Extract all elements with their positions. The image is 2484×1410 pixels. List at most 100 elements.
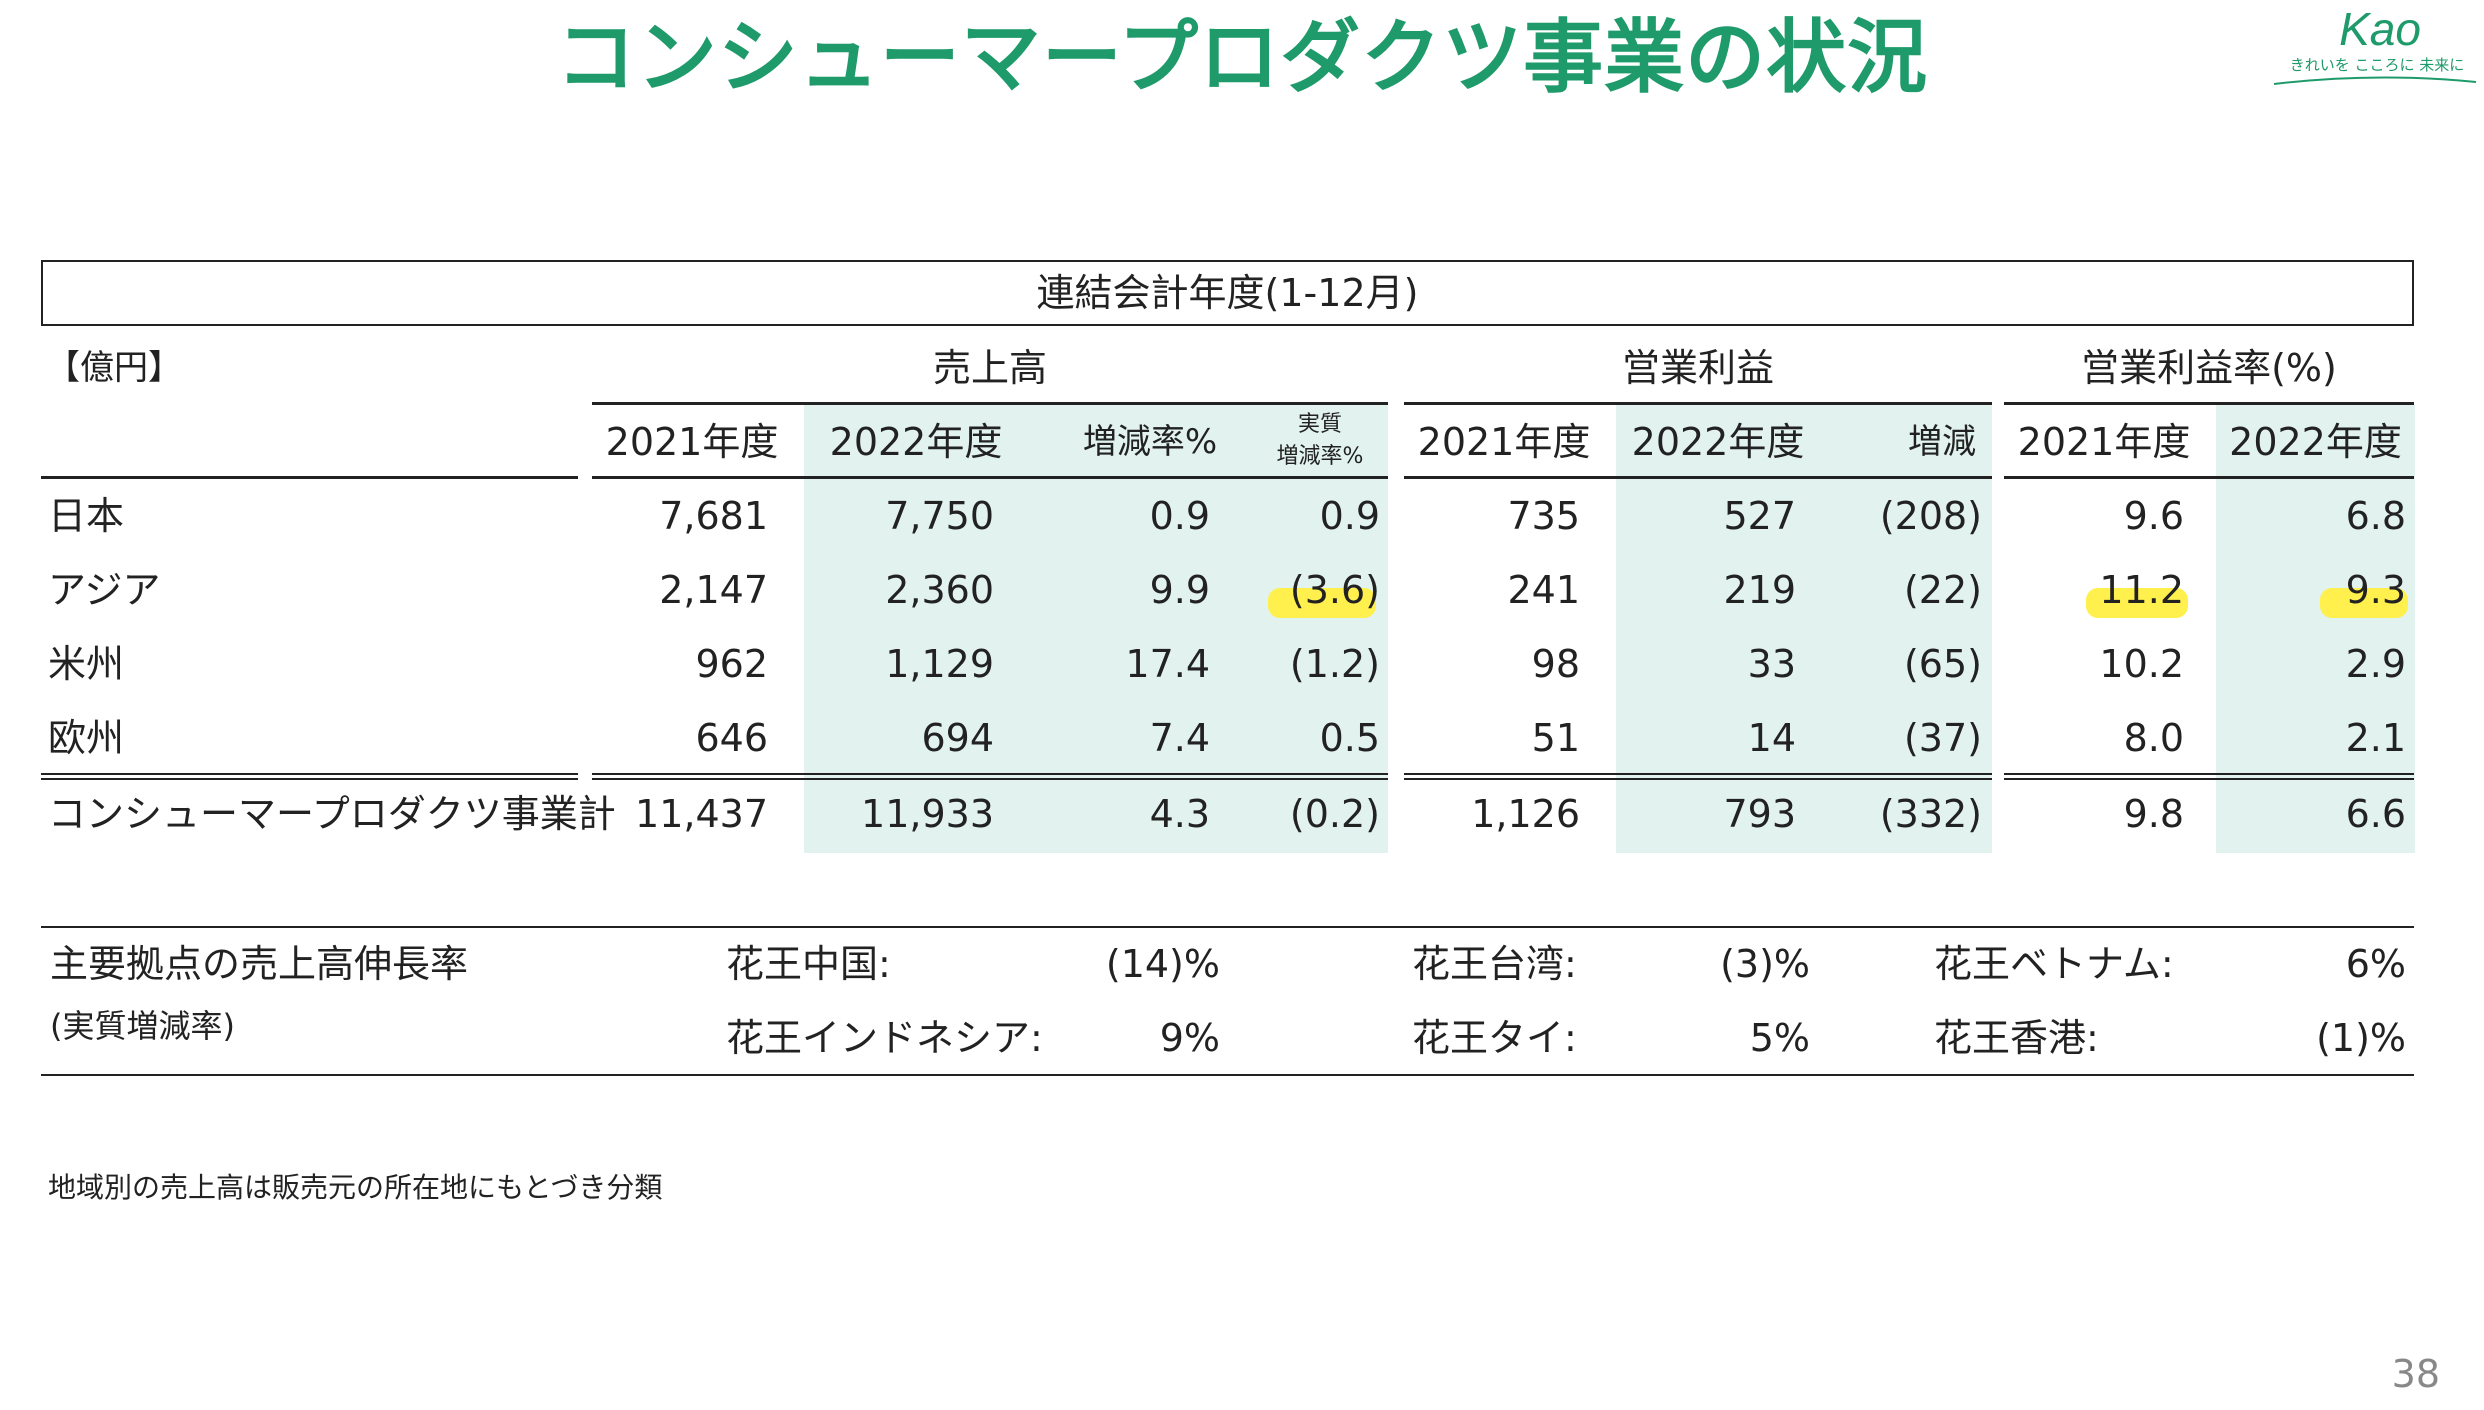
shade-op-2022 <box>1616 405 1992 853</box>
growth-label: 主要拠点の売上高伸長率 <box>50 942 469 986</box>
header-line-sales <box>592 476 1388 479</box>
logo-swoosh-icon <box>2273 76 2477 85</box>
row-japan-cell-6: (208) <box>1879 494 1982 538</box>
col-m2021: 2021年度 <box>2017 420 2191 464</box>
growth-value-indonesia: 9% <box>1159 1016 1220 1060</box>
row-asia-cell-3: (3.6) <box>1289 568 1380 612</box>
col-s2021: 2021年度 <box>605 420 779 464</box>
group-margin-line <box>2004 402 2414 405</box>
row-europe-cell-3: 0.5 <box>1319 716 1380 760</box>
growth-name-taiwan: 花王台湾: <box>1412 942 1577 986</box>
col-s-rate: 増減率% <box>1082 422 1218 462</box>
total-line-op <box>1404 773 1992 780</box>
growth-name-china: 花王中国: <box>726 942 891 986</box>
group-op-line <box>1404 402 1992 405</box>
total-row-cell-4: 1,126 <box>1471 792 1580 836</box>
col-s-real-2: 増減率% <box>1276 444 1364 469</box>
row-europe-cell-1: 694 <box>921 716 994 760</box>
growth-value-taiwan: (3)% <box>1720 942 1810 986</box>
growth-top-line <box>41 926 2414 928</box>
row-americas-cell-2: 17.4 <box>1125 642 1210 686</box>
row-europe-cell-0: 646 <box>695 716 768 760</box>
row-asia-cell-6: (22) <box>1903 568 1982 612</box>
growth-name-hongkong: 花王香港: <box>1934 1016 2099 1060</box>
growth-value-china: (14)% <box>1105 942 1220 986</box>
row-asia-cell-1: 2,360 <box>885 568 994 612</box>
growth-name-vietnam: 花王ベトナム: <box>1934 942 2174 986</box>
footnote: 地域別の売上高は販売元の所在地にもとづき分類 <box>48 1171 663 1204</box>
row-americas-cell-7: 10.2 <box>2099 642 2184 686</box>
row-japan-cell-4: 735 <box>1507 494 1580 538</box>
total-row-cell-0: 11,437 <box>635 792 768 836</box>
shade-sales-2022 <box>804 405 1388 853</box>
row-europe-name: 欧州 <box>48 716 125 760</box>
header-line-op <box>1404 476 1992 479</box>
highlight-asia-real <box>1268 588 1376 618</box>
kao-logo: Kao きれいを こころに 未来に <box>2270 4 2480 88</box>
row-japan-cell-1: 7,750 <box>885 494 994 538</box>
row-europe-cell-2: 7.4 <box>1149 716 1210 760</box>
row-europe-cell-6: (37) <box>1903 716 1982 760</box>
row-japan-name: 日本 <box>48 494 125 538</box>
shade-margin-2022 <box>2216 405 2415 853</box>
row-europe-cell-4: 51 <box>1531 716 1580 760</box>
period-banner: 連結会計年度(1-12月) <box>41 260 2414 326</box>
total-line-margin <box>2004 773 2414 780</box>
row-asia-cell-4: 241 <box>1507 568 1580 612</box>
page-number: 38 <box>2391 1352 2440 1396</box>
unit-label: 【億円】 <box>46 348 182 388</box>
page-title: コンシューマープロダクツ事業の状況 <box>555 11 1929 104</box>
group-sales: 売上高 <box>932 346 1047 390</box>
row-americas-cell-1: 1,129 <box>885 642 994 686</box>
total-row-cell-8: 6.6 <box>2345 792 2406 836</box>
row-asia-cell-5: 219 <box>1723 568 1796 612</box>
total-line-sales <box>592 773 1388 780</box>
logo-brand: Kao <box>2339 3 2421 55</box>
total-row-cell-2: 4.3 <box>1149 792 1210 836</box>
col-s-real-1: 実質 <box>1297 412 1342 437</box>
total-row-cell-6: (332) <box>1879 792 1982 836</box>
highlight-asia-m2021 <box>2086 588 2188 618</box>
row-americas-name: 米州 <box>48 642 125 686</box>
total-row-cell-1: 11,933 <box>861 792 994 836</box>
growth-value-hongkong: (1)% <box>2316 1016 2406 1060</box>
row-japan-cell-5: 527 <box>1723 494 1796 538</box>
row-japan-cell-8: 6.8 <box>2345 494 2406 538</box>
col-o2022: 2022年度 <box>1631 420 1805 464</box>
total-row-cell-5: 793 <box>1723 792 1796 836</box>
row-americas-cell-3: (1.2) <box>1289 642 1380 686</box>
growth-name-indonesia: 花王インドネシア: <box>726 1016 1043 1060</box>
row-europe-cell-7: 8.0 <box>2123 716 2184 760</box>
header-line-label <box>41 476 578 479</box>
row-japan-cell-7: 9.6 <box>2123 494 2184 538</box>
total-row-name: コンシューマープロダクツ事業計 <box>48 792 616 836</box>
row-americas-cell-4: 98 <box>1531 642 1580 686</box>
row-americas-cell-6: (65) <box>1903 642 1982 686</box>
growth-sublabel: (実質増減率) <box>50 1007 235 1045</box>
row-asia-cell-7: 11.2 <box>2099 568 2184 612</box>
col-o-diff: 増減 <box>1908 422 1976 462</box>
row-asia-cell-2: 9.9 <box>1149 568 1210 612</box>
group-margin: 営業利益率(%) <box>2081 346 2337 390</box>
growth-value-vietnam: 6% <box>2345 942 2406 986</box>
growth-value-thailand: 5% <box>1749 1016 1810 1060</box>
total-row-cell-3: (0.2) <box>1289 792 1380 836</box>
row-americas-cell-5: 33 <box>1747 642 1796 686</box>
row-americas-cell-8: 2.9 <box>2345 642 2406 686</box>
growth-name-thailand: 花王タイ: <box>1412 1016 1577 1060</box>
growth-bottom-line <box>41 1074 2414 1076</box>
group-op: 営業利益 <box>1621 346 1774 390</box>
row-japan-cell-2: 0.9 <box>1149 494 1210 538</box>
col-o2021: 2021年度 <box>1417 420 1591 464</box>
row-asia-name: アジア <box>48 568 161 612</box>
row-europe-cell-5: 14 <box>1747 716 1796 760</box>
total-line-label <box>41 773 578 780</box>
row-americas-cell-0: 962 <box>695 642 768 686</box>
row-japan-cell-0: 7,681 <box>659 494 768 538</box>
header-line-margin <box>2004 476 2414 479</box>
row-asia-cell-8: 9.3 <box>2345 568 2406 612</box>
highlight-asia-m2022 <box>2320 588 2408 618</box>
row-asia-cell-0: 2,147 <box>659 568 768 612</box>
logo-tagline: きれいを こころに 未来に <box>2289 56 2465 74</box>
col-m2022: 2022年度 <box>2229 420 2402 464</box>
